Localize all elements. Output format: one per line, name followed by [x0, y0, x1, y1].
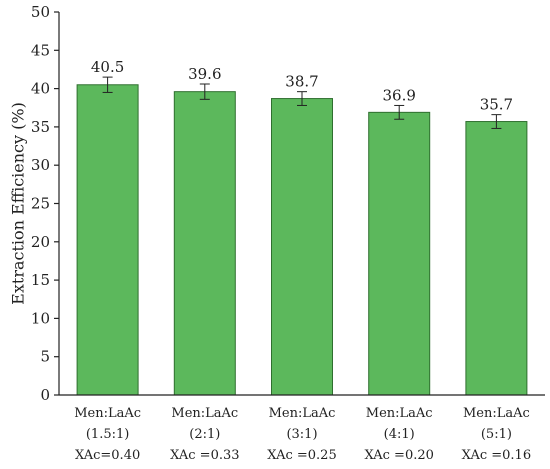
- x-category-label: Men:LaAc: [463, 406, 530, 421]
- x-category-label: (1.5:1): [86, 427, 129, 442]
- data-label: 36.9: [382, 86, 415, 104]
- x-category-label: XAc =0.20: [364, 448, 433, 463]
- bar: [271, 98, 333, 396]
- x-category-label: Men:LaAc: [269, 406, 336, 421]
- y-axis-title: Extraction Efficiency (%): [9, 102, 28, 305]
- bar: [76, 84, 139, 396]
- y-tick-label: 30: [31, 156, 50, 174]
- y-tick-label: 45: [31, 41, 50, 59]
- x-category-label: XAc =0.25: [267, 448, 336, 463]
- x-category-label: Men:LaAc: [366, 406, 433, 421]
- y-tick-label: 25: [31, 195, 50, 213]
- x-category-label: XAc =0.33: [170, 448, 239, 463]
- bar: [368, 111, 431, 396]
- x-category-label: (4:1): [384, 427, 415, 442]
- data-label: 35.7: [480, 96, 513, 114]
- x-category-label: Men:LaAc: [171, 406, 238, 421]
- y-tick-label: 50: [31, 3, 50, 21]
- data-label: 38.7: [285, 73, 318, 91]
- y-tick-label: 5: [40, 348, 50, 366]
- y-tick-label: 15: [31, 271, 50, 289]
- x-category-label: (5:1): [481, 427, 512, 442]
- y-tick-label: 40: [31, 80, 50, 98]
- y-tick-label: 20: [31, 233, 50, 251]
- plot-area: 0 5 10 15 20 25 30 35 40 45 50 40.5 Men:LaAc (1.5:1) X…: [31, 3, 531, 463]
- data-label: 39.6: [188, 65, 221, 83]
- x-category-label: (2:1): [189, 427, 220, 442]
- y-tick-label: 0: [40, 386, 50, 404]
- y-tick-label: 10: [31, 309, 50, 327]
- bar: [173, 91, 236, 396]
- x-category-label: XAc =0.16: [462, 448, 531, 463]
- y-tick-label: 35: [31, 118, 50, 136]
- x-category-label: XAc=0.40: [75, 448, 140, 463]
- bar: [465, 121, 528, 396]
- x-category-label: Men:LaAc: [74, 406, 141, 421]
- data-label: 40.5: [91, 58, 124, 76]
- x-category-label: (3:1): [286, 427, 317, 442]
